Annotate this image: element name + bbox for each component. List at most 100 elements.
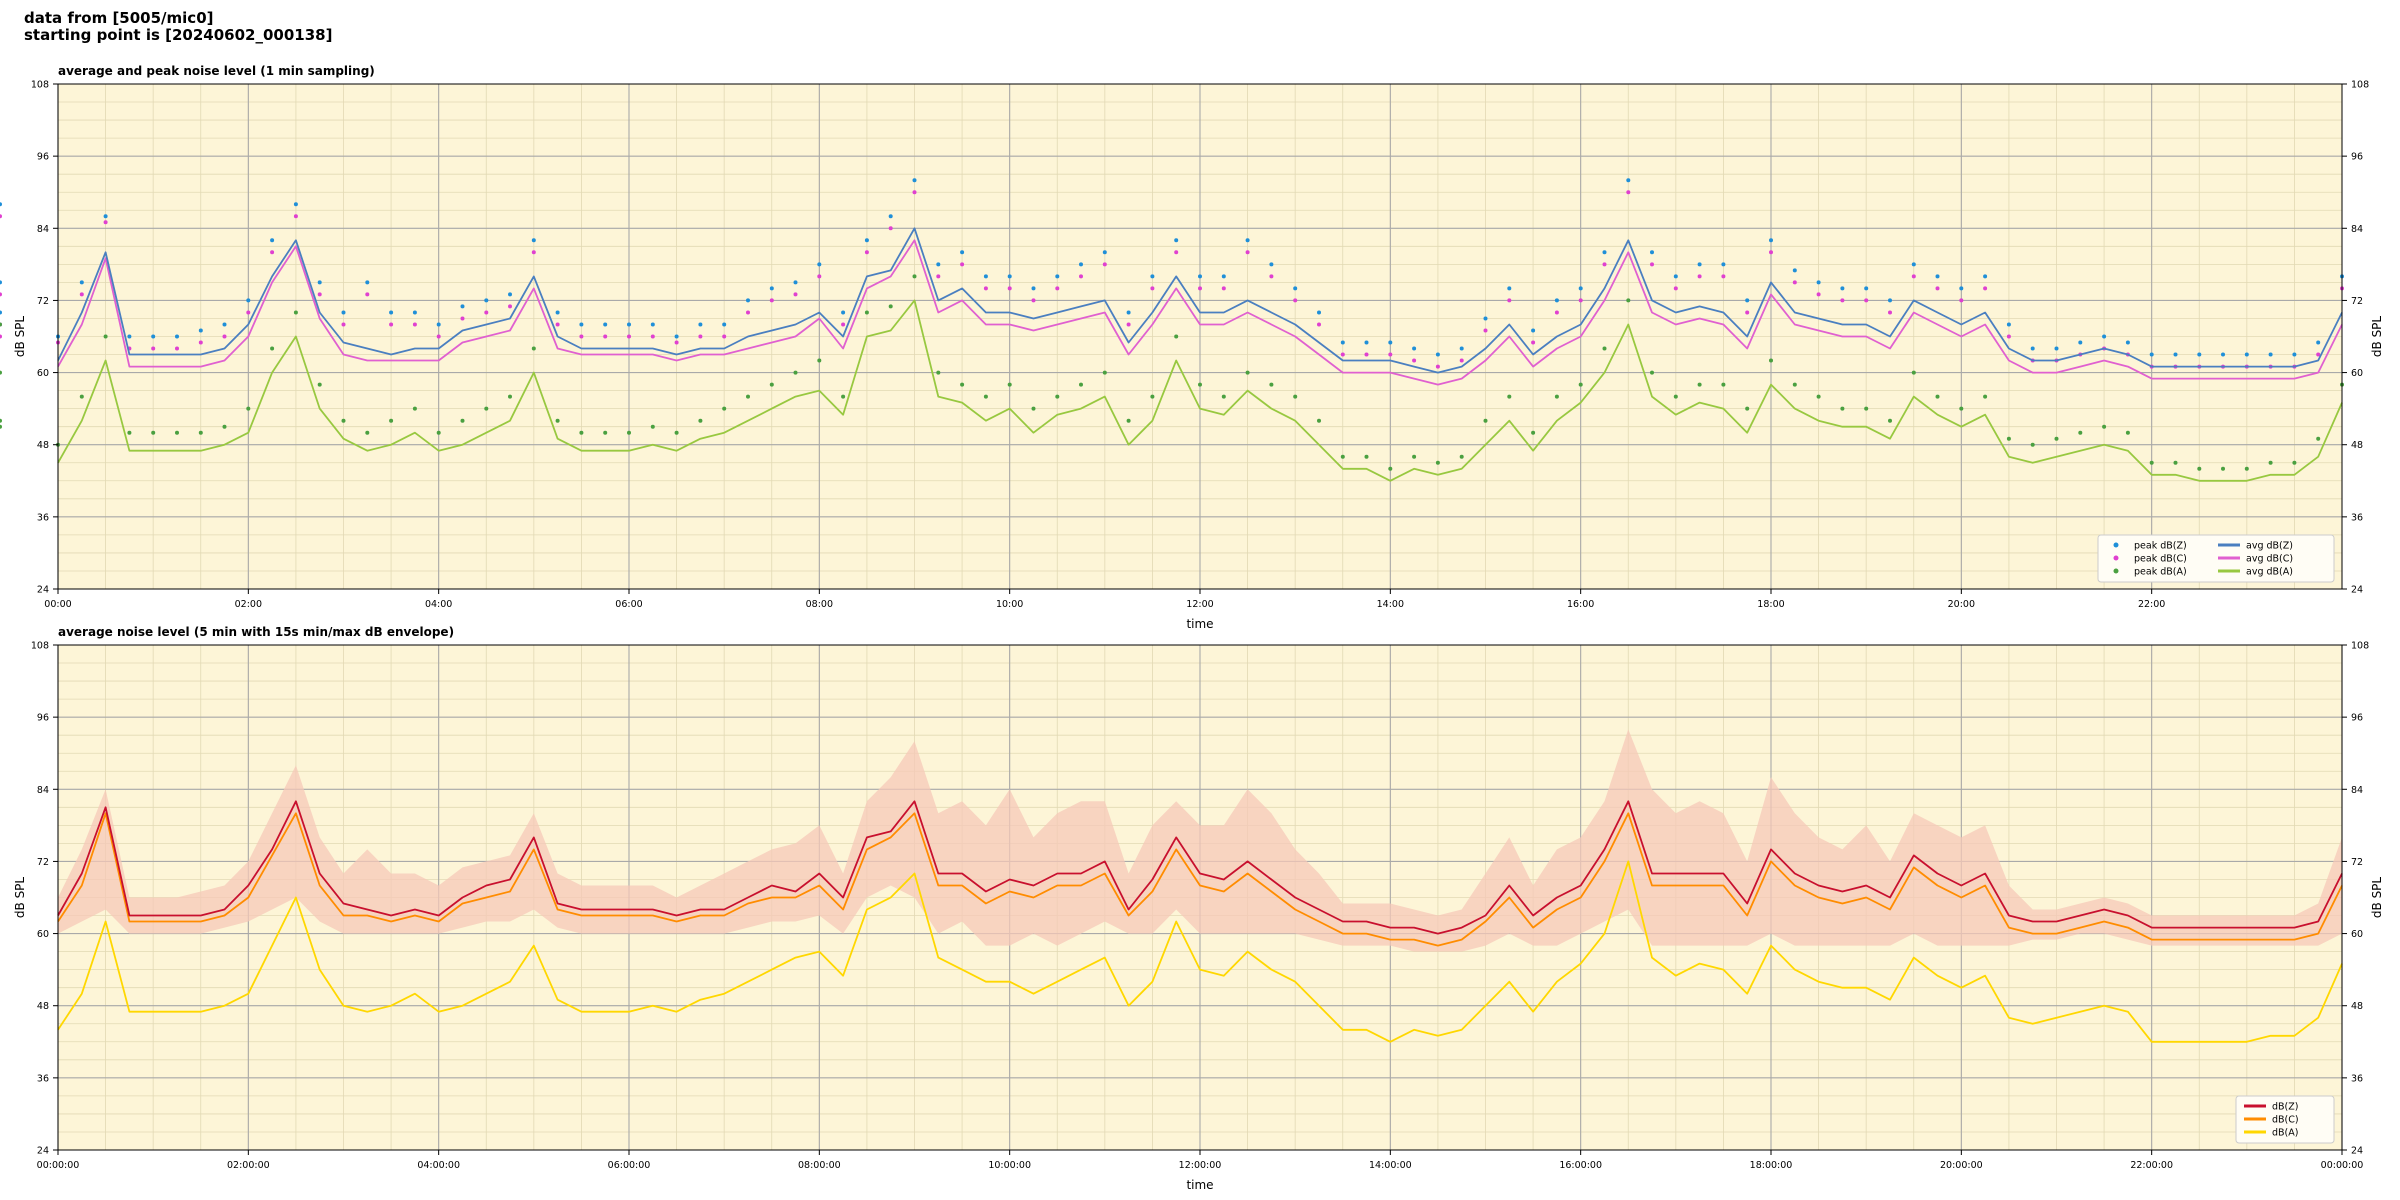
peak-point <box>1388 352 1393 357</box>
peak-point <box>1340 454 1345 459</box>
peak-point <box>2149 352 2154 357</box>
peak-point <box>2173 352 2178 357</box>
peak-point <box>1554 310 1559 315</box>
peak-point <box>389 310 394 315</box>
peak-point <box>1126 418 1131 423</box>
peak-point <box>1935 274 1940 279</box>
peak-point <box>2292 460 2297 465</box>
data-source-label: data from [5005/mic0] <box>24 9 214 27</box>
peak-point <box>79 394 84 399</box>
y-tick-label-right: 36 <box>2351 512 2363 523</box>
peak-point <box>460 304 465 309</box>
peak-point <box>1864 286 1869 291</box>
x-tick-label: 02:00:00 <box>227 1160 270 1171</box>
chart-panel-2: 24 24 36 36 48 48 60 60 72 72 84 84 96 96 108 108 00:00:… <box>13 625 2384 1192</box>
peak-point <box>2316 352 2321 357</box>
peak-point <box>841 322 846 327</box>
peak-point <box>1007 382 1012 387</box>
peak-point <box>793 292 798 297</box>
peak-point <box>817 358 822 363</box>
x-tick-label: 00:00:00 <box>2321 1160 2364 1171</box>
legend-marker-dot <box>2113 568 2119 574</box>
peak-point <box>198 340 203 345</box>
peak-point <box>365 430 370 435</box>
y-axis-label-right: dB SPL <box>2370 316 2384 358</box>
y-tick-label-right: 108 <box>2351 80 2369 91</box>
peak-point <box>1293 286 1298 291</box>
peak-point <box>627 334 631 339</box>
peak-point <box>674 334 679 339</box>
y-tick-label-left: 84 <box>37 224 49 235</box>
y-tick-label-right: 72 <box>2351 857 2363 868</box>
peak-point <box>1531 430 1536 435</box>
peak-point <box>1626 178 1631 183</box>
legend-label: dB(A) <box>2272 1128 2298 1139</box>
peak-point <box>1792 268 1797 273</box>
peak-point <box>389 418 394 423</box>
legend-label: avg dB(Z) <box>2246 541 2293 552</box>
peak-point <box>627 430 631 435</box>
peak-point <box>2221 352 2225 357</box>
peak-point <box>1959 298 1964 303</box>
peak-point <box>246 406 251 411</box>
peak-point <box>1983 286 1988 291</box>
peak-point <box>1293 298 1298 303</box>
peak-point <box>2125 430 2130 435</box>
peak-point <box>1126 310 1131 315</box>
peak-point <box>912 190 917 195</box>
peak-point <box>1055 394 1060 399</box>
peak-point <box>864 238 869 243</box>
x-axis-label: time <box>1186 1178 1213 1192</box>
peak-point <box>1745 298 1750 303</box>
peak-point <box>1626 298 1631 303</box>
peak-point <box>436 334 441 339</box>
peak-point <box>960 382 965 387</box>
legend-label: peak dB(Z) <box>2134 541 2187 552</box>
x-tick-label: 12:00:00 <box>1179 1160 1222 1171</box>
peak-point <box>1531 340 1536 345</box>
peak-point <box>1483 316 1488 321</box>
peak-point <box>0 334 2 339</box>
series-line-db-z- <box>57 800 2343 935</box>
legend-marker-dot <box>2113 555 2119 561</box>
peak-point <box>769 286 774 291</box>
y-tick-label-right: 48 <box>2351 1001 2363 1012</box>
peak-point <box>531 238 536 243</box>
peak-point <box>817 274 822 279</box>
peak-point <box>341 418 346 423</box>
peak-point <box>531 250 536 255</box>
peak-point <box>103 334 108 339</box>
peak-point <box>412 406 417 411</box>
starting-point-label: starting point is [20240602_000138] <box>24 26 333 44</box>
peak-point <box>698 322 703 327</box>
peak-point <box>175 430 179 435</box>
peak-point <box>722 334 727 339</box>
peak-point <box>1007 286 1012 291</box>
peak-point <box>1935 394 1940 399</box>
peak-point <box>1126 322 1131 327</box>
peak-point <box>2006 334 2011 339</box>
y-tick-label-right: 84 <box>2351 224 2363 235</box>
peak-point <box>1507 298 1512 303</box>
peak-point <box>127 334 132 339</box>
peak-point <box>2221 466 2225 471</box>
peak-point <box>1364 352 1369 357</box>
peak-point <box>2268 352 2273 357</box>
peak-point <box>1721 262 1726 267</box>
y-tick-label-right: 96 <box>2351 152 2363 163</box>
peak-point <box>1697 262 1702 267</box>
y-axis-label-left: dB SPL <box>13 877 27 919</box>
y-tick-label-left: 60 <box>37 368 49 379</box>
x-axis-label: time <box>1186 617 1213 631</box>
peak-point <box>1031 286 1036 291</box>
x-tick-label: 10:00:00 <box>988 1160 1031 1171</box>
peak-point <box>1578 298 1583 303</box>
x-tick-label: 08:00:00 <box>798 1160 841 1171</box>
peak-point <box>1340 352 1345 357</box>
peak-point <box>508 304 512 309</box>
peak-point <box>1650 250 1654 255</box>
peak-point <box>1650 370 1654 375</box>
peak-point <box>1888 418 1892 423</box>
peak-point <box>1483 328 1488 333</box>
